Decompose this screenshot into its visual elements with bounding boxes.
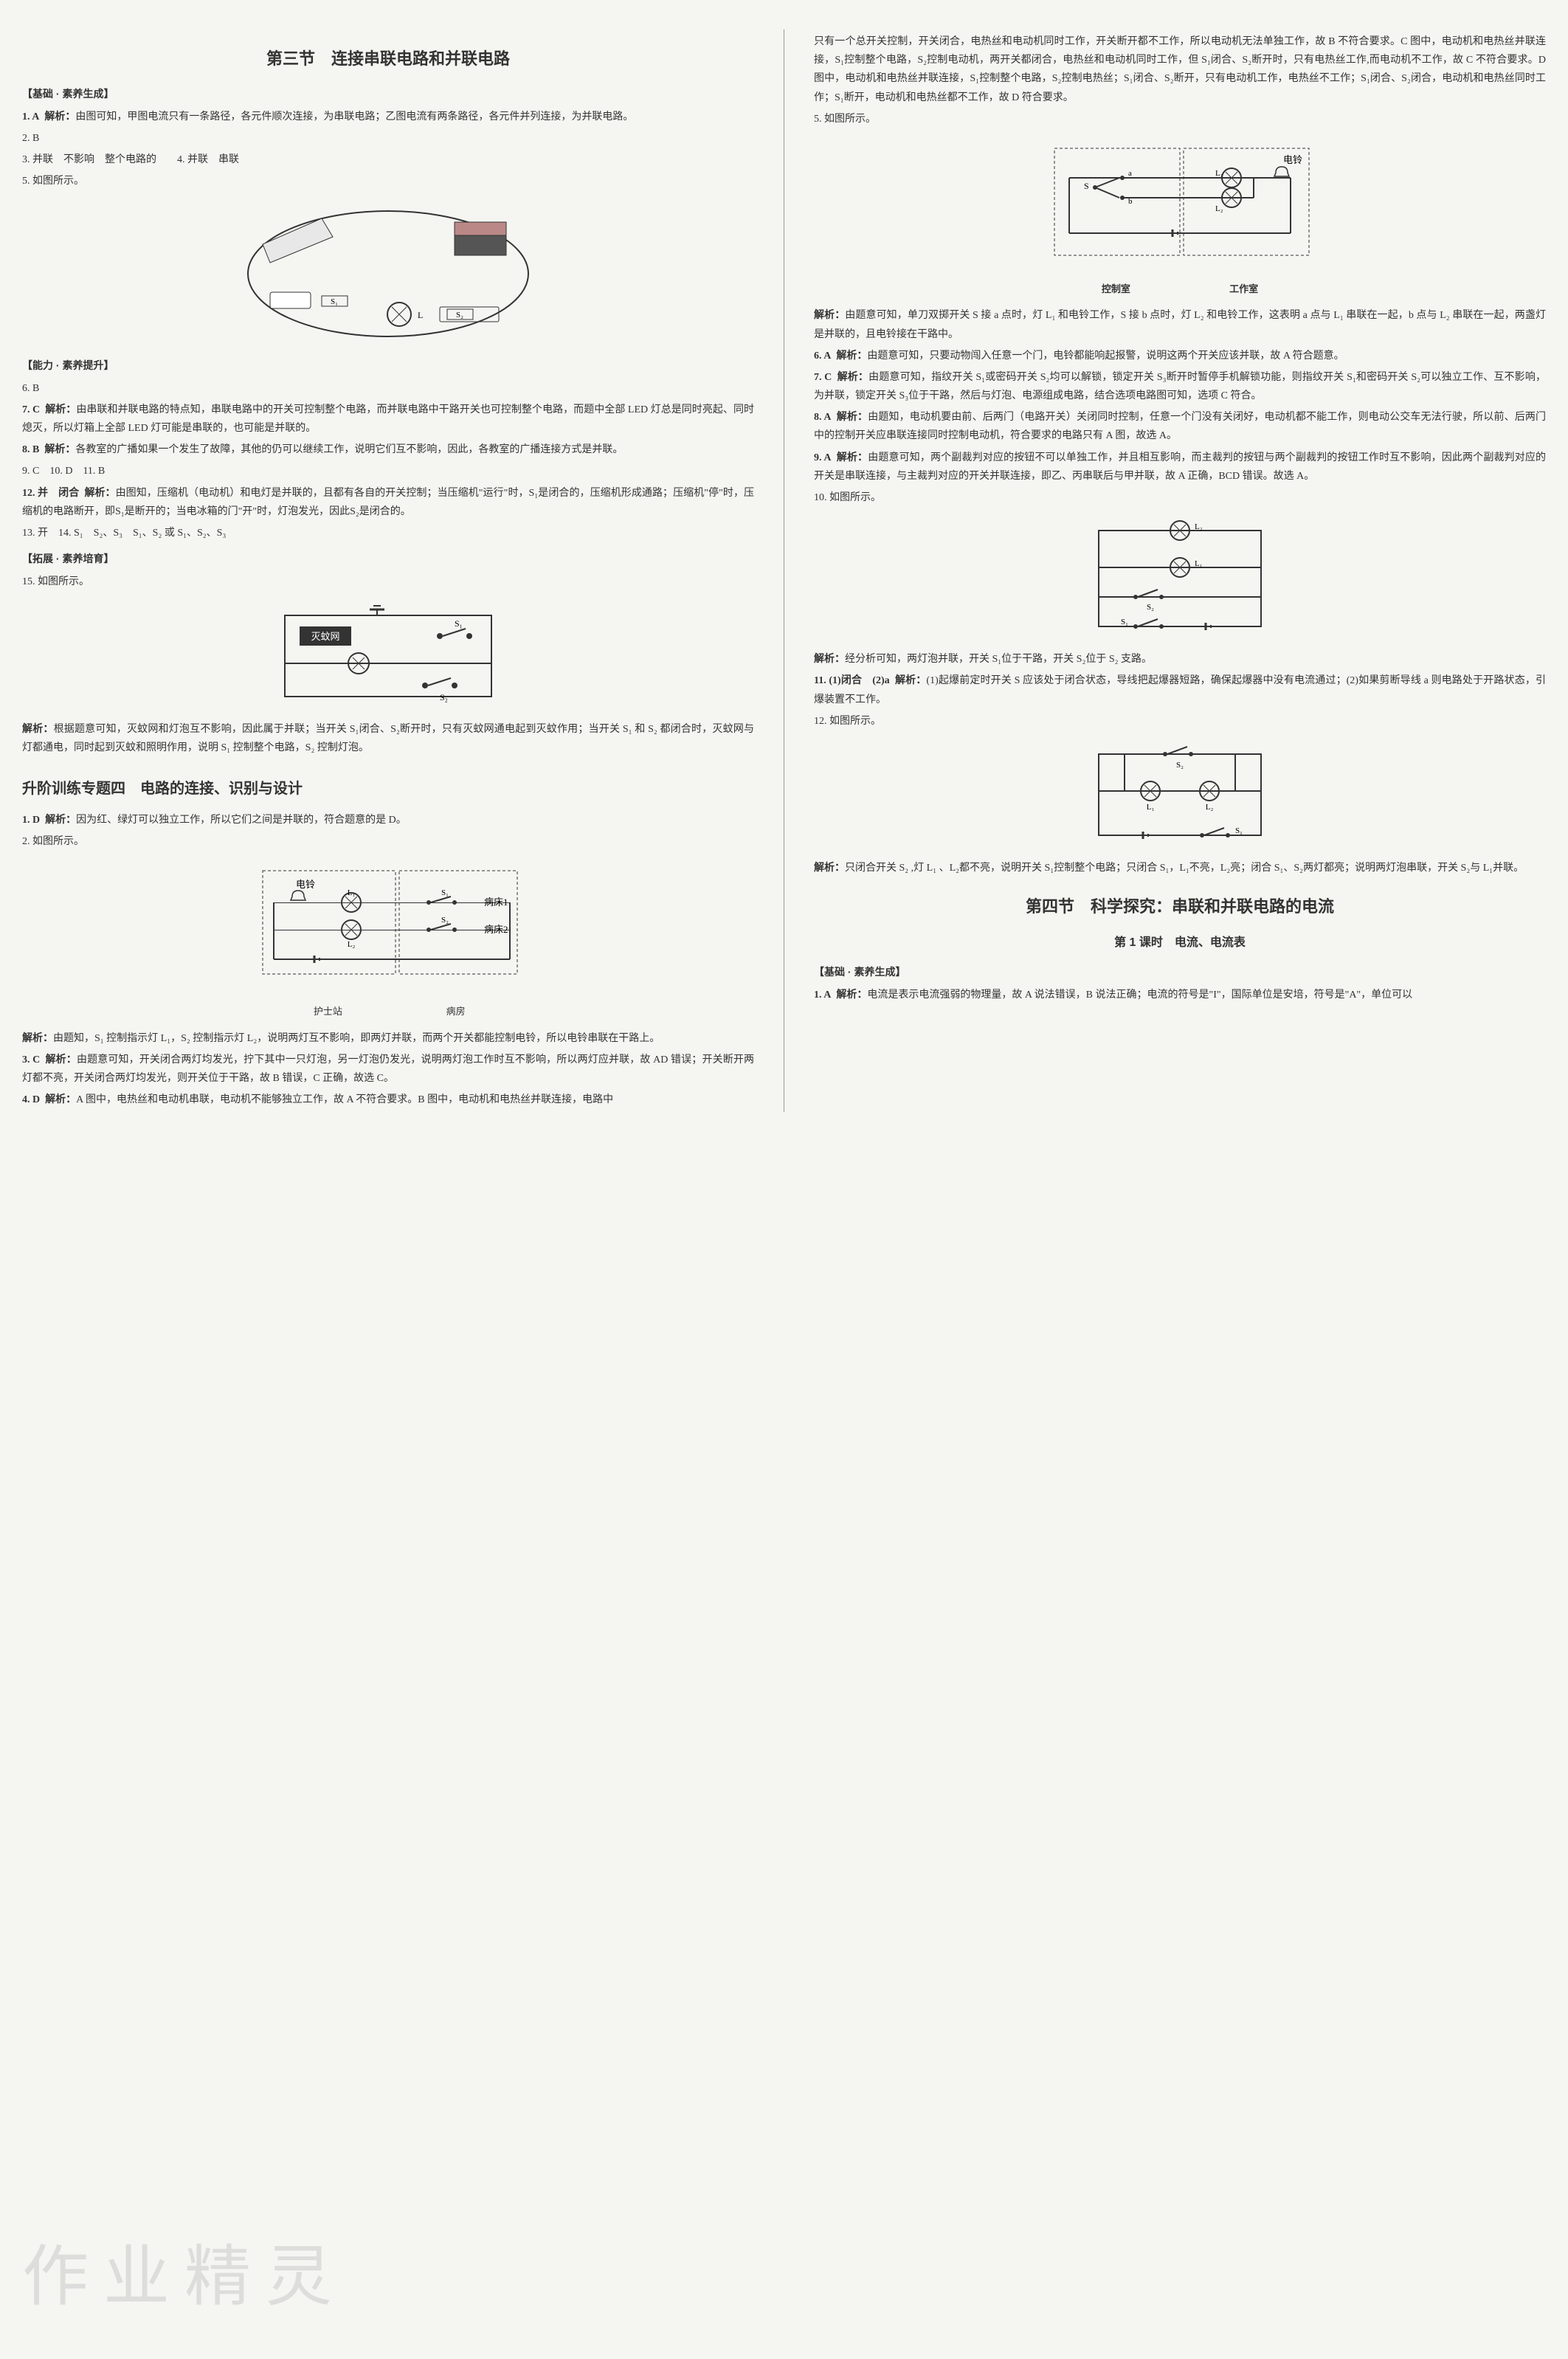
r-q7: 7. C 解析：由题意可知，指纹开关 S₁或密码开关 S₂均可以解锁，锁定开关 … [814,368,1546,405]
section3-title: 第三节 连接串联电路和并联电路 [22,44,754,74]
right-column: 只有一个总开关控制，开关闭合，电热丝和电动机同时工作，开关断开都不工作，所以电动… [814,30,1546,1112]
svg-text:S₁: S₁ [1121,618,1128,626]
svg-text:L₁: L₁ [1147,803,1155,812]
section4-title: 第四节 科学探究：串联和并联电路的电流 [814,892,1546,922]
svg-text:S₂: S₂ [441,916,449,925]
r-q9: 9. A 解析：由题意可知，两个副裁判对应的按钮不可以单独工作，并且相互影响，而… [814,449,1546,486]
r-q5-analysis: 解析：由题意可知，单刀双掷开关 S 接 a 点时，灯 L₁ 和电铃工作，S 接 … [814,306,1546,343]
q1: 1. A 解析：由图可知，甲图电流只有一条路径，各元件顺次连接，为串联电路；乙图… [22,108,754,126]
svg-text:S₁: S₁ [331,297,338,306]
svg-text:S₂: S₂ [440,692,448,702]
r-q10-analysis: 解析：经分析可知，两灯泡并联，开关 S₁位于干路，开关 S₂位于 S₂ 支路。 [814,650,1546,669]
r-q10: 10. 如图所示。 [814,488,1546,507]
svg-text:病床2: 病床2 [484,924,508,935]
q15-analysis: 解析：根据题意可知，灭蚊网和灯泡互不影响，因此属于并联；当开关 S₁闭合、S₂断… [22,720,754,757]
watermark: 作业精灵 [22,2217,347,2337]
q7: 7. C 解析：由串联和并联电路的特点知，串联电路中的开关可控制整个电路，而并联… [22,401,754,438]
svg-text:L₁: L₁ [1195,559,1203,568]
svg-text:S₁: S₁ [1235,826,1243,835]
q8-num: 8. B [22,444,39,455]
r-q11: 11. (1)闭合 (2)a 解析：(1)起爆前定时开关 S 应该处于闭合状态，… [814,671,1546,708]
r-q12-analysis: 解析：只闭合开关 S₂ ,灯 L₁ 、L₂都不亮，说明开关 S₁控制整个电路；只… [814,859,1546,877]
q4-continued: 只有一个总开关控制，开关闭合，电热丝和电动机同时工作，开关断开都不工作，所以电动… [814,32,1546,107]
left-column: 第三节 连接串联电路和并联电路 【基础 · 素养生成】 1. A 解析：由图可知… [22,30,754,1112]
t4-q2-analysis: 解析：由题知，S₁ 控制指示灯 L₁，S₂ 控制指示灯 L₂，说明两灯互不影响，… [22,1029,754,1048]
q9-11: 9. C 10. D 11. B [22,462,754,480]
svg-text:灭蚊网: 灭蚊网 [311,631,339,642]
svg-text:电铃: 电铃 [1283,154,1302,165]
t4-q4: 4. D 解析：A 图中，电热丝和电动机串联，电动机不能够独立工作，故 A 不符… [22,1091,754,1109]
figure-r-q5: 电铃 S a b L₁ L₂ [814,137,1546,297]
svg-text:S: S [1084,181,1089,191]
svg-text:L₂: L₂ [1206,803,1214,812]
expand-label: 【拓展 · 素养培育】 [22,550,754,568]
figure-t4-q2: 电铃 L₁ S₁ 病床1 L₂ S₂ 病床2 [22,860,754,1020]
svg-text:L₂: L₂ [1195,522,1203,531]
r-basic-label: 【基础 · 素养生成】 [814,963,1546,981]
r-q8: 8. A 解析：由题知，电动机要由前、后两门（电路开关）关闭同时控制，任意一个门… [814,408,1546,445]
svg-text:S₂: S₂ [1176,761,1184,770]
svg-text:S₂: S₂ [456,311,463,320]
figure-r-q12: S₂ L₁ L₂ S₁ [814,739,1546,850]
q12: 12. 并 闭合 解析：由图知，压缩机（电动机）和电灯是并联的，且都有各自的开关… [22,484,754,521]
figure-q15: 灭蚊网 S₁ S₂ [22,601,754,711]
q5: 5. 如图所示。 [22,172,754,190]
q7-num: 7. C [22,404,40,415]
q1-analysis-label: 解析： [44,111,75,122]
t4-q2: 2. 如图所示。 [22,832,754,851]
svg-text:a: a [1128,169,1132,178]
lesson1-title: 第 1 课时 电流、电流表 [814,933,1546,954]
r-q5: 5. 如图所示。 [814,110,1546,128]
t4-q1: 1. D 解析：因为红、绿灯可以独立工作，所以它们之间是并联的，符合题意的是 D… [22,811,754,829]
q1-analysis: 由图可知，甲图电流只有一条路径，各元件顺次连接，为串联电路；乙图电流有两条路径，… [75,111,633,122]
svg-text:S₁: S₁ [455,618,463,629]
q2: 2. B [22,129,754,148]
figure-q5: S₁ L S₂ [22,200,754,348]
svg-text:病床1: 病床1 [484,897,508,908]
q13-14: 13. 开 14. S₁ S₂、S₃ S₁、S₂ 或 S₁、S₂、S₃ [22,524,754,542]
q8-analysis: 各教室的广播如果一个发生了故障，其他的仍可以继续工作，说明它们互不影响，因此，各… [75,444,623,455]
topic4-title: 升阶训练专题四 电路的连接、识别与设计 [22,776,754,802]
r-q12: 12. 如图所示。 [814,712,1546,731]
svg-text:电铃: 电铃 [296,879,315,890]
svg-text:L: L [418,310,423,320]
basic-label: 【基础 · 素养生成】 [22,85,754,103]
t4-q3: 3. C 解析：由题意可知，开关闭合两灯均发光，拧下其中一只灯泡，另一灯泡仍发光… [22,1051,754,1088]
ability-label: 【能力 · 素养提升】 [22,356,754,375]
svg-text:L₂: L₂ [348,940,356,949]
q8: 8. B 解析：各教室的广播如果一个发生了故障，其他的仍可以继续工作，说明它们互… [22,441,754,459]
svg-text:L₁: L₁ [348,888,356,897]
r-q6: 6. A 解析：由题意可知，只要动物闯入任意一个门，电铃都能响起报警，说明这两个… [814,347,1546,365]
q12-analysis: 由图知，压缩机（电动机）和电灯是并联的，且都有各自的开关控制；当压缩机"运行"时… [22,488,754,517]
q12-num: 12. 并 闭合 [22,488,79,499]
svg-text:L₂: L₂ [1215,204,1223,213]
s4-q1: 1. A 解析：电流是表示电流强弱的物理量，故 A 说法错误，B 说法正确；电流… [814,986,1546,1004]
figure-r-q10: L₂ L₁ S₂ S₁ [814,516,1546,641]
q15: 15. 如图所示。 [22,573,754,591]
svg-text:S₂: S₂ [1147,603,1154,612]
q6: 6. B [22,379,754,398]
svg-text:S₁: S₁ [441,888,449,897]
q1-num: 1. A [22,111,39,122]
q7-analysis: 由串联和并联电路的特点知，串联电路中的开关可控制整个电路，而并联电路中干路开关也… [22,404,754,434]
svg-text:L₁: L₁ [1215,169,1223,178]
q3: 3. 并联 不影响 整个电路的 4. 并联 串联 [22,151,754,169]
